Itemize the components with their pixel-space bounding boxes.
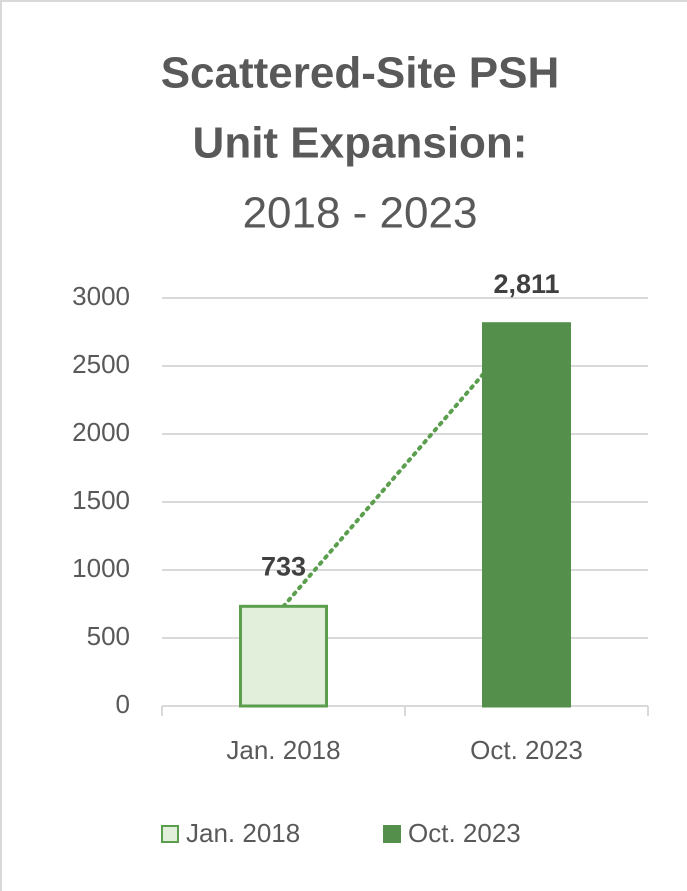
data-label: 2,811 bbox=[493, 269, 559, 299]
y-tick-label: 1500 bbox=[72, 485, 130, 515]
legend-label: Oct. 2023 bbox=[408, 818, 521, 848]
chart-title: 2018 - 2023 bbox=[243, 189, 478, 238]
bar bbox=[239, 604, 328, 708]
y-tick-label: 1000 bbox=[72, 553, 130, 583]
y-tick-label: 0 bbox=[116, 689, 130, 719]
x-tick-label: Oct. 2023 bbox=[470, 735, 583, 765]
legend-swatch bbox=[383, 825, 401, 843]
bar bbox=[482, 322, 571, 708]
x-tick-label: Jan. 2018 bbox=[226, 735, 340, 765]
y-tick-label: 500 bbox=[87, 621, 130, 651]
y-tick-label: 2500 bbox=[72, 349, 130, 379]
legend-swatch bbox=[161, 825, 179, 843]
y-tick-label: 3000 bbox=[72, 281, 130, 311]
legend-label: Jan. 2018 bbox=[186, 818, 300, 848]
y-tick-label: 2000 bbox=[72, 417, 130, 447]
chart-title: Scattered-Site PSH bbox=[161, 49, 560, 98]
chart-title: Unit Expansion: bbox=[193, 119, 528, 168]
data-label: 733 bbox=[261, 551, 306, 581]
